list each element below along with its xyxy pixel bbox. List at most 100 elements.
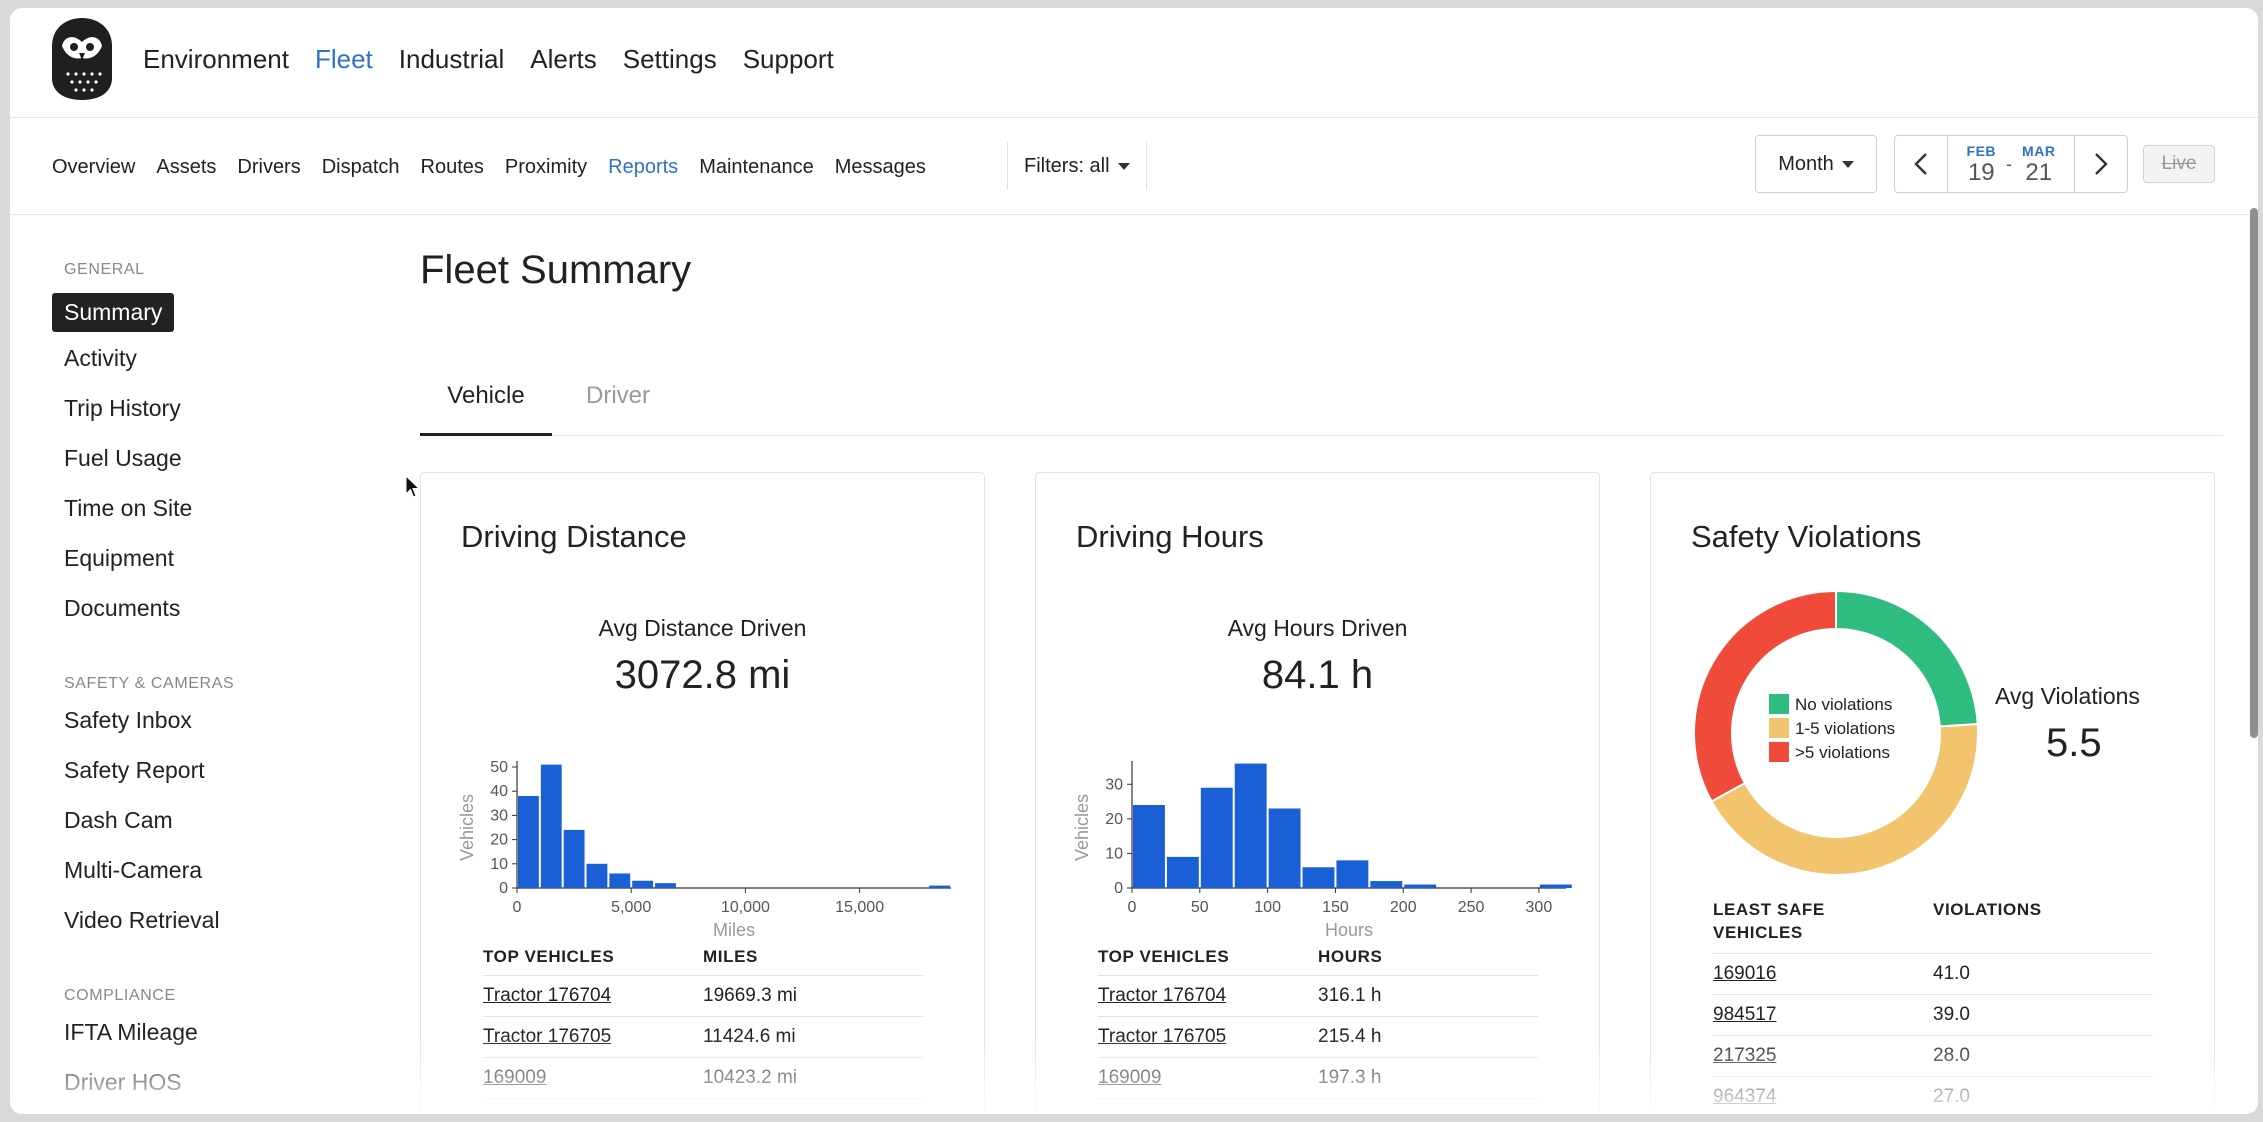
- card-title: Driving Hours: [1076, 519, 1264, 554]
- filters-dropdown[interactable]: Filters: all: [1007, 142, 1147, 190]
- histogram-bar[interactable]: [1336, 860, 1369, 888]
- period-select[interactable]: Month: [1755, 135, 1877, 193]
- violations-value: 41.0: [1933, 963, 1970, 984]
- vehicle-link[interactable]: 964374: [1713, 1086, 1777, 1107]
- top-vehicles-table: TOP VEHICLES HOURS Tractor 176704 316.1 …: [1098, 938, 1538, 1099]
- vehicle-link[interactable]: 169016: [1713, 963, 1777, 984]
- histogram-bar[interactable]: [563, 829, 585, 888]
- x-tick-label: 100: [1254, 899, 1281, 916]
- top-nav-environment[interactable]: Environment: [143, 44, 289, 74]
- y-tick-label: 10: [1105, 845, 1123, 862]
- column-header-violations: VIOLATIONS: [1933, 900, 2042, 919]
- histogram-bar[interactable]: [518, 796, 539, 888]
- vehicle-link[interactable]: 984517: [1713, 1004, 1777, 1025]
- sub-nav-drivers[interactable]: Drivers: [237, 156, 301, 178]
- sub-nav-dispatch[interactable]: Dispatch: [321, 156, 400, 178]
- top-nav-fleet[interactable]: Fleet: [314, 44, 373, 74]
- histogram-bar[interactable]: [1166, 856, 1199, 888]
- live-button[interactable]: Live: [2143, 145, 2215, 183]
- sidebar-item-video-retrieval[interactable]: Video Retrieval: [64, 907, 220, 933]
- tab-driver[interactable]: Driver: [586, 382, 650, 409]
- tab-vehicle[interactable]: Vehicle: [420, 382, 552, 436]
- date-separator: -: [2006, 153, 2013, 174]
- vehicle-link[interactable]: Tractor 176704: [1098, 985, 1227, 1006]
- vehicle-link[interactable]: 169009: [1098, 1067, 1162, 1088]
- next-period-button[interactable]: [2075, 136, 2127, 192]
- vehicle-link[interactable]: 169009: [483, 1067, 547, 1088]
- y-axis-title: Vehicles: [457, 794, 477, 861]
- table-row: 169009 10423.2 mi: [483, 1058, 923, 1099]
- sidebar-item-equipment[interactable]: Equipment: [64, 545, 174, 571]
- histogram-bar[interactable]: [1200, 787, 1233, 888]
- top-nav-industrial[interactable]: Industrial: [398, 44, 505, 74]
- histogram-bar[interactable]: [1404, 884, 1437, 888]
- sub-nav-assets[interactable]: Assets: [156, 156, 217, 178]
- scrollbar[interactable]: [2250, 208, 2258, 738]
- vehicle-link[interactable]: Tractor 176704: [483, 985, 612, 1006]
- sidebar-item-time-on-site[interactable]: Time on Site: [64, 495, 193, 521]
- sidebar-item-summary[interactable]: Summary: [52, 293, 175, 332]
- chevron-left-icon: [1914, 153, 1927, 175]
- top-nav-settings[interactable]: Settings: [622, 44, 717, 74]
- top-nav-support[interactable]: Support: [742, 44, 834, 74]
- histogram-bar[interactable]: [929, 885, 950, 888]
- donut-slice[interactable]: [1693, 589, 1837, 803]
- chevron-down-icon: [1117, 162, 1130, 170]
- sub-nav-routes[interactable]: Routes: [420, 156, 484, 178]
- y-tick-label: 30: [1105, 776, 1123, 793]
- date-range-display[interactable]: FEB 19 - MAR 21: [1947, 136, 2075, 192]
- sub-nav-items: Overview Assets Drivers Dispatch Routes …: [52, 156, 926, 179]
- sidebar-item-safety-inbox[interactable]: Safety Inbox: [64, 707, 192, 733]
- sub-nav-overview[interactable]: Overview: [52, 156, 136, 178]
- sub-nav: Overview Assets Drivers Dispatch Routes …: [10, 118, 2258, 215]
- owl-logo-icon[interactable]: [50, 16, 114, 102]
- x-tick-label: 10,000: [721, 899, 770, 916]
- sub-nav-maintenance[interactable]: Maintenance: [699, 156, 814, 178]
- start-date: FEB 19: [1967, 144, 1997, 185]
- table-header: TOP VEHICLES MILES: [483, 938, 923, 976]
- sidebar-item-documents[interactable]: Documents: [64, 595, 181, 621]
- previous-period-button[interactable]: [1895, 136, 1947, 192]
- sidebar-item-driver-hos[interactable]: Driver HOS: [64, 1069, 182, 1095]
- y-tick-label: 20: [1105, 811, 1123, 828]
- sidebar-item-dash-cam[interactable]: Dash Cam: [64, 807, 173, 833]
- x-tick-label: 150: [1322, 899, 1349, 916]
- sidebar-item-trip-history[interactable]: Trip History: [64, 395, 181, 421]
- histogram-bar[interactable]: [540, 764, 562, 888]
- column-header-vehicles: TOP VEHICLES: [483, 946, 615, 966]
- sidebar-item-fuel-usage[interactable]: Fuel Usage: [64, 445, 182, 471]
- sidebar-item-ifta-mileage[interactable]: IFTA Mileage: [64, 1019, 198, 1045]
- legend-swatch: [1769, 694, 1789, 714]
- sub-nav-proximity[interactable]: Proximity: [504, 156, 588, 178]
- y-tick-label: 10: [490, 856, 508, 873]
- miles-value: 10423.2 mi: [703, 1067, 798, 1088]
- donut-slice[interactable]: [1710, 723, 1979, 876]
- histogram-bar[interactable]: [1268, 808, 1301, 888]
- sub-nav-reports[interactable]: Reports: [608, 156, 679, 178]
- histogram-bar[interactable]: [609, 873, 631, 888]
- x-tick-label: 200: [1390, 899, 1417, 916]
- card-title: Driving Distance: [461, 519, 687, 554]
- histogram-bar[interactable]: [632, 880, 654, 888]
- table-row: 169016 41.0: [1713, 954, 2153, 995]
- vehicle-link[interactable]: Tractor 176705: [1098, 1026, 1227, 1047]
- vehicle-link[interactable]: Tractor 176705: [483, 1026, 612, 1047]
- sidebar-item-safety-report[interactable]: Safety Report: [64, 757, 205, 783]
- sub-nav-messages[interactable]: Messages: [834, 156, 926, 178]
- histogram-bar[interactable]: [1302, 867, 1335, 888]
- period-value: Month: [1778, 152, 1834, 175]
- y-tick-label: 0: [499, 880, 508, 897]
- histogram-bar[interactable]: [586, 863, 608, 888]
- vehicle-link[interactable]: 217325: [1713, 1045, 1777, 1066]
- top-nav-alerts[interactable]: Alerts: [530, 44, 597, 74]
- sidebar-item-multi-camera[interactable]: Multi-Camera: [64, 857, 203, 883]
- histogram-bar[interactable]: [655, 883, 676, 888]
- histogram-bar[interactable]: [1234, 763, 1267, 888]
- column-header-vehicles: TOP VEHICLES: [1098, 946, 1230, 966]
- histogram-bar[interactable]: [1370, 881, 1403, 888]
- histogram-bar[interactable]: [1133, 805, 1165, 888]
- sidebar-item-activity[interactable]: Activity: [64, 345, 137, 371]
- sidebar-section-general: GENERAL: [64, 261, 145, 278]
- x-tick-label: 50: [1191, 899, 1209, 916]
- histogram-bar[interactable]: [1539, 884, 1572, 888]
